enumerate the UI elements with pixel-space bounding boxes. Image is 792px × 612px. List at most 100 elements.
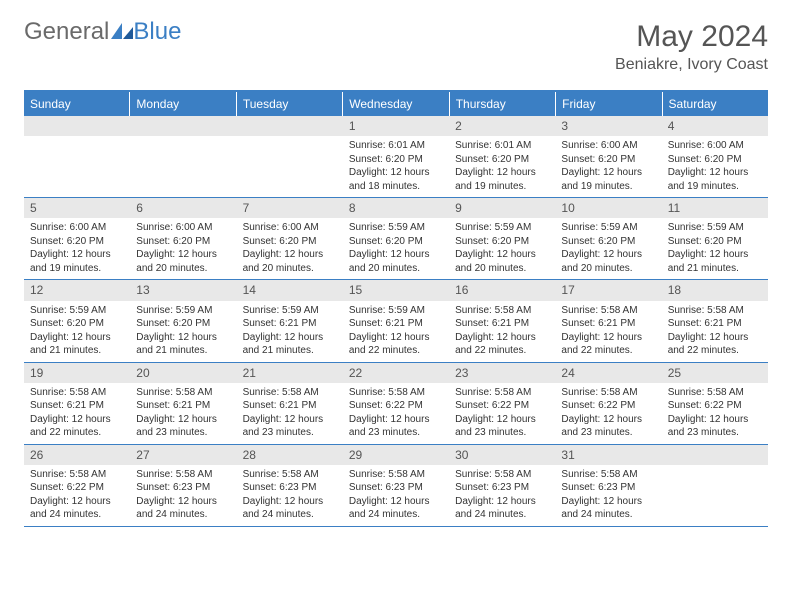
daylight-text: Daylight: 12 hours and 21 minutes. [30, 331, 124, 358]
sunset-text: Sunset: 6:20 PM [668, 153, 762, 167]
weekday-header-row: Sunday Monday Tuesday Wednesday Thursday… [24, 92, 768, 116]
daylight-text: Daylight: 12 hours and 21 minutes. [243, 331, 337, 358]
day-number: 17 [555, 280, 661, 300]
sunrise-text: Sunrise: 5:58 AM [349, 386, 443, 400]
weekday-header: Sunday [24, 92, 130, 116]
daylight-text: Daylight: 12 hours and 23 minutes. [349, 413, 443, 440]
day-body [130, 136, 236, 143]
sunset-text: Sunset: 6:23 PM [243, 481, 337, 495]
day-cell: 29Sunrise: 5:58 AMSunset: 6:23 PMDayligh… [343, 445, 449, 526]
week-row: 26Sunrise: 5:58 AMSunset: 6:22 PMDayligh… [24, 445, 768, 527]
daylight-text: Daylight: 12 hours and 23 minutes. [243, 413, 337, 440]
sunrise-text: Sunrise: 6:01 AM [455, 139, 549, 153]
brand-sail-icon [111, 20, 133, 44]
sunset-text: Sunset: 6:21 PM [349, 317, 443, 331]
sunset-text: Sunset: 6:20 PM [243, 235, 337, 249]
day-number: 24 [555, 363, 661, 383]
day-body [24, 136, 130, 143]
day-cell: 30Sunrise: 5:58 AMSunset: 6:23 PMDayligh… [449, 445, 555, 526]
day-body: Sunrise: 5:58 AMSunset: 6:22 PMDaylight:… [662, 383, 768, 444]
day-number: 28 [237, 445, 343, 465]
day-body: Sunrise: 5:58 AMSunset: 6:22 PMDaylight:… [343, 383, 449, 444]
day-body: Sunrise: 5:59 AMSunset: 6:21 PMDaylight:… [237, 301, 343, 362]
location-label: Beniakre, Ivory Coast [615, 56, 768, 74]
week-row: 12Sunrise: 5:59 AMSunset: 6:20 PMDayligh… [24, 280, 768, 362]
sunrise-text: Sunrise: 5:58 AM [561, 468, 655, 482]
sunrise-text: Sunrise: 6:00 AM [30, 221, 124, 235]
brand-text-general: General [24, 20, 109, 44]
title-block: May 2024 Beniakre, Ivory Coast [615, 20, 768, 74]
day-cell: 6Sunrise: 6:00 AMSunset: 6:20 PMDaylight… [130, 198, 236, 279]
day-number [237, 116, 343, 136]
weeks-container: 1Sunrise: 6:01 AMSunset: 6:20 PMDaylight… [24, 116, 768, 527]
day-number: 5 [24, 198, 130, 218]
day-number: 26 [24, 445, 130, 465]
daylight-text: Daylight: 12 hours and 20 minutes. [561, 248, 655, 275]
day-number: 2 [449, 116, 555, 136]
day-cell: 27Sunrise: 5:58 AMSunset: 6:23 PMDayligh… [130, 445, 236, 526]
sunrise-text: Sunrise: 5:59 AM [349, 304, 443, 318]
daylight-text: Daylight: 12 hours and 20 minutes. [455, 248, 549, 275]
day-body: Sunrise: 5:58 AMSunset: 6:22 PMDaylight:… [449, 383, 555, 444]
day-body: Sunrise: 5:59 AMSunset: 6:21 PMDaylight:… [343, 301, 449, 362]
day-body: Sunrise: 5:58 AMSunset: 6:22 PMDaylight:… [24, 465, 130, 526]
day-number: 22 [343, 363, 449, 383]
sunset-text: Sunset: 6:23 PM [136, 481, 230, 495]
sunrise-text: Sunrise: 5:58 AM [668, 386, 762, 400]
sunrise-text: Sunrise: 5:58 AM [455, 386, 549, 400]
sunset-text: Sunset: 6:20 PM [30, 235, 124, 249]
weekday-header: Friday [556, 92, 662, 116]
sunset-text: Sunset: 6:22 PM [668, 399, 762, 413]
daylight-text: Daylight: 12 hours and 20 minutes. [243, 248, 337, 275]
day-cell: 13Sunrise: 5:59 AMSunset: 6:20 PMDayligh… [130, 280, 236, 361]
sunset-text: Sunset: 6:20 PM [561, 153, 655, 167]
weekday-header: Monday [130, 92, 236, 116]
day-body: Sunrise: 5:58 AMSunset: 6:23 PMDaylight:… [343, 465, 449, 526]
day-cell: 16Sunrise: 5:58 AMSunset: 6:21 PMDayligh… [449, 280, 555, 361]
day-cell: 24Sunrise: 5:58 AMSunset: 6:22 PMDayligh… [555, 363, 661, 444]
day-body: Sunrise: 5:59 AMSunset: 6:20 PMDaylight:… [343, 218, 449, 279]
day-body: Sunrise: 6:00 AMSunset: 6:20 PMDaylight:… [555, 136, 661, 197]
day-number: 29 [343, 445, 449, 465]
day-body: Sunrise: 5:58 AMSunset: 6:22 PMDaylight:… [555, 383, 661, 444]
day-body: Sunrise: 6:00 AMSunset: 6:20 PMDaylight:… [130, 218, 236, 279]
sunset-text: Sunset: 6:20 PM [455, 153, 549, 167]
day-cell: 18Sunrise: 5:58 AMSunset: 6:21 PMDayligh… [662, 280, 768, 361]
day-body: Sunrise: 6:01 AMSunset: 6:20 PMDaylight:… [343, 136, 449, 197]
sunset-text: Sunset: 6:22 PM [561, 399, 655, 413]
sunset-text: Sunset: 6:21 PM [561, 317, 655, 331]
sunset-text: Sunset: 6:22 PM [349, 399, 443, 413]
daylight-text: Daylight: 12 hours and 22 minutes. [668, 331, 762, 358]
sunset-text: Sunset: 6:20 PM [455, 235, 549, 249]
day-cell [237, 116, 343, 197]
day-cell: 7Sunrise: 6:00 AMSunset: 6:20 PMDaylight… [237, 198, 343, 279]
day-cell: 1Sunrise: 6:01 AMSunset: 6:20 PMDaylight… [343, 116, 449, 197]
sunrise-text: Sunrise: 5:59 AM [243, 304, 337, 318]
day-body: Sunrise: 5:58 AMSunset: 6:21 PMDaylight:… [130, 383, 236, 444]
day-body: Sunrise: 5:59 AMSunset: 6:20 PMDaylight:… [555, 218, 661, 279]
sunset-text: Sunset: 6:20 PM [561, 235, 655, 249]
daylight-text: Daylight: 12 hours and 24 minutes. [349, 495, 443, 522]
day-number: 4 [662, 116, 768, 136]
day-body: Sunrise: 6:00 AMSunset: 6:20 PMDaylight:… [24, 218, 130, 279]
sunset-text: Sunset: 6:22 PM [30, 481, 124, 495]
day-cell: 28Sunrise: 5:58 AMSunset: 6:23 PMDayligh… [237, 445, 343, 526]
day-number: 14 [237, 280, 343, 300]
day-cell: 20Sunrise: 5:58 AMSunset: 6:21 PMDayligh… [130, 363, 236, 444]
day-cell [130, 116, 236, 197]
daylight-text: Daylight: 12 hours and 24 minutes. [136, 495, 230, 522]
day-body: Sunrise: 6:00 AMSunset: 6:20 PMDaylight:… [237, 218, 343, 279]
daylight-text: Daylight: 12 hours and 18 minutes. [349, 166, 443, 193]
daylight-text: Daylight: 12 hours and 23 minutes. [561, 413, 655, 440]
daylight-text: Daylight: 12 hours and 19 minutes. [668, 166, 762, 193]
day-number: 11 [662, 198, 768, 218]
sunrise-text: Sunrise: 5:58 AM [561, 304, 655, 318]
sunrise-text: Sunrise: 6:00 AM [561, 139, 655, 153]
day-cell: 22Sunrise: 5:58 AMSunset: 6:22 PMDayligh… [343, 363, 449, 444]
day-number: 13 [130, 280, 236, 300]
day-body: Sunrise: 5:58 AMSunset: 6:23 PMDaylight:… [237, 465, 343, 526]
day-cell: 10Sunrise: 5:59 AMSunset: 6:20 PMDayligh… [555, 198, 661, 279]
week-row: 19Sunrise: 5:58 AMSunset: 6:21 PMDayligh… [24, 363, 768, 445]
day-body: Sunrise: 6:01 AMSunset: 6:20 PMDaylight:… [449, 136, 555, 197]
day-number: 18 [662, 280, 768, 300]
